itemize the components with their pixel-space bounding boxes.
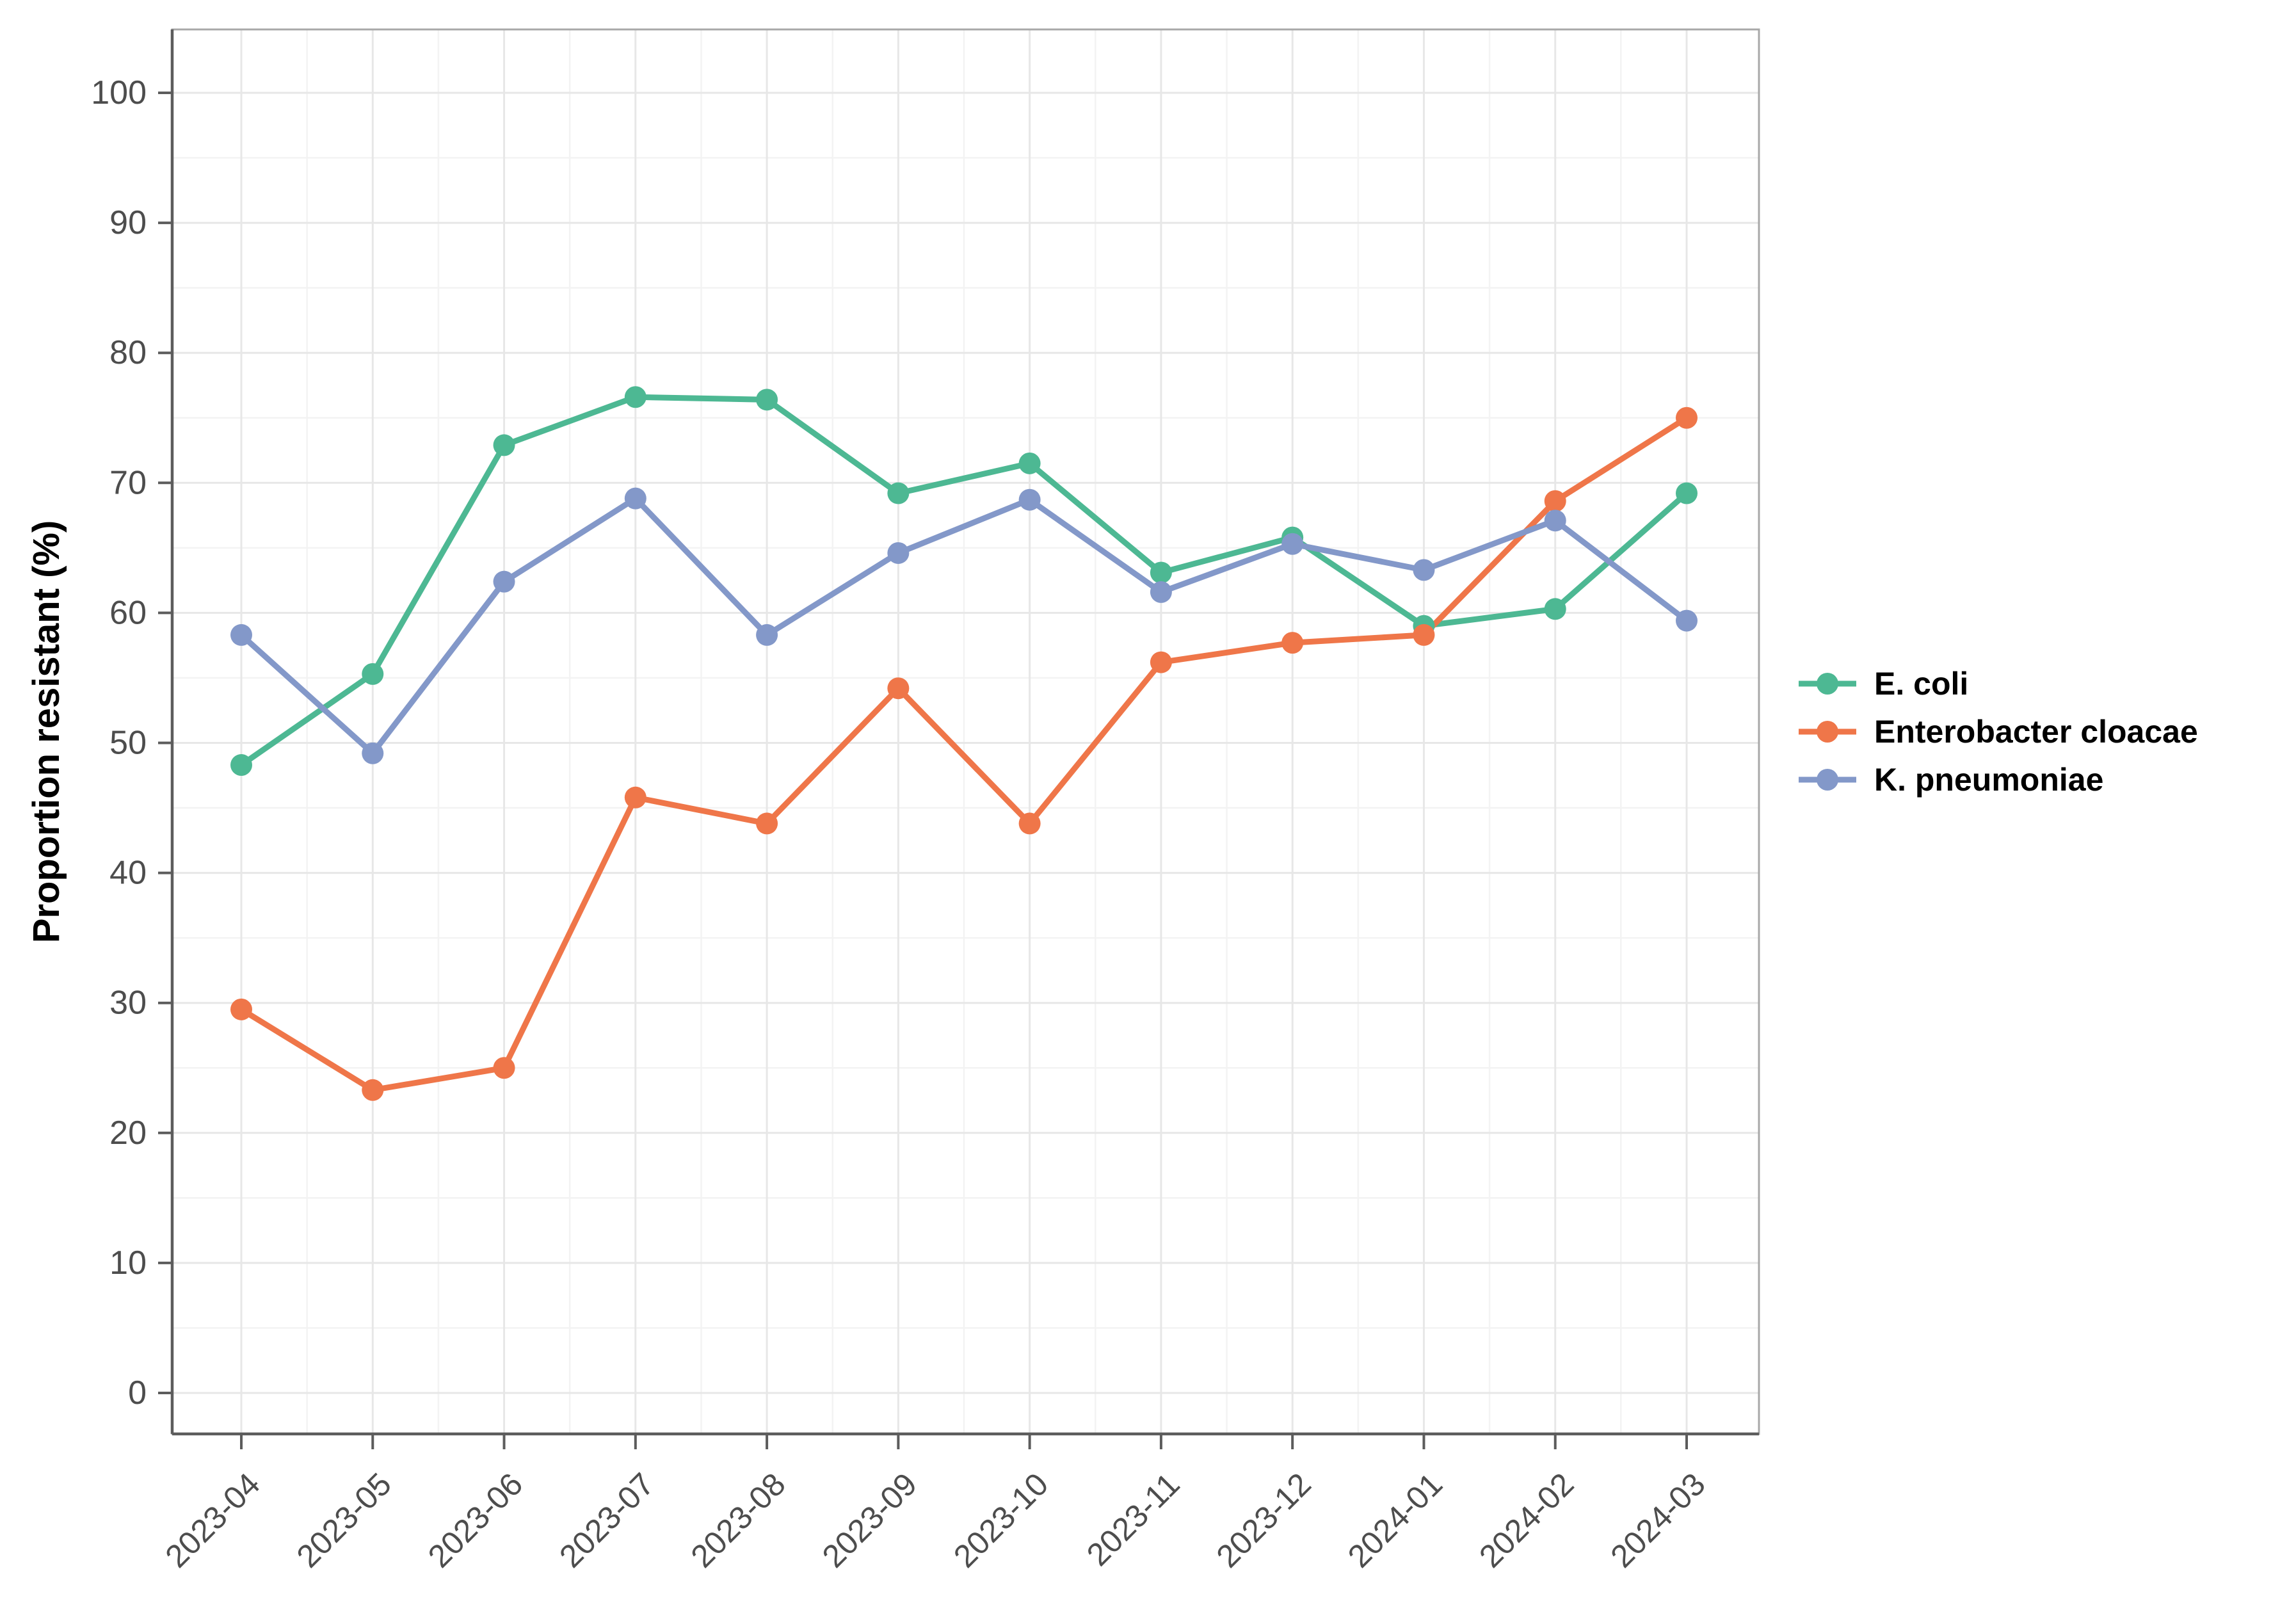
y-tick-label: 70 (109, 464, 147, 501)
data-series (230, 386, 1698, 1101)
data-point (1150, 561, 1172, 584)
y-tick-label: 50 (109, 725, 147, 762)
data-point (887, 542, 910, 564)
data-point (1544, 490, 1566, 512)
legend-entry-k-pneumoniae: K. pneumoniae (1799, 762, 2103, 798)
y-tick-label: 40 (109, 855, 147, 892)
y-tick-label: 10 (109, 1244, 147, 1282)
data-point (1413, 559, 1435, 581)
y-tick-label: 0 (128, 1374, 147, 1412)
x-tick-label: 2023-10 (947, 1466, 1055, 1574)
data-point (362, 742, 384, 764)
series-line-k-pneumoniae (238, 495, 1690, 757)
x-tick-label: 2023-11 (1080, 1466, 1187, 1573)
data-point (362, 1079, 384, 1101)
legend-point-icon (1817, 673, 1838, 695)
legend-entry-enterobacter-cloacae: Enterobacter cloacae (1799, 714, 2198, 750)
data-point (1018, 452, 1041, 474)
data-point (1018, 488, 1041, 511)
data-point (1018, 812, 1041, 835)
plot-panel (172, 29, 1759, 1434)
data-point (756, 812, 778, 835)
x-tick-label: 2023-09 (815, 1466, 924, 1574)
x-tick-label: 2023-07 (552, 1466, 661, 1574)
y-tick-label: 20 (109, 1114, 147, 1152)
data-point (1544, 510, 1566, 532)
x-tick-label: 2023-12 (1210, 1466, 1318, 1574)
y-tick-label: 30 (109, 985, 147, 1022)
series-line-e-coli (238, 394, 1690, 768)
grid-minor-lines (172, 29, 1759, 1434)
axes (158, 29, 1759, 1449)
data-point (1150, 581, 1172, 603)
series-line-enterobacter-cloacae (238, 415, 1690, 1093)
data-point (362, 663, 384, 685)
data-point (887, 482, 910, 504)
legend-entry-e-coli: E. coli (1799, 666, 1968, 702)
data-point (887, 677, 910, 700)
x-tick-label: 2023-04 (158, 1466, 266, 1574)
data-point (230, 998, 252, 1020)
data-point (1413, 624, 1435, 646)
data-point (756, 389, 778, 411)
y-tick-label: 60 (109, 594, 147, 631)
y-axis-title: Proportion resistant (%) (26, 520, 67, 944)
data-point (624, 487, 646, 510)
legend-point-icon (1817, 721, 1838, 743)
legend: E. coli Enterobacter cloacae K. pneumoni… (1799, 666, 2198, 798)
x-tick-label: 2023-06 (421, 1466, 529, 1574)
data-point (624, 786, 646, 809)
data-point (1150, 651, 1172, 673)
data-point (230, 754, 252, 776)
x-tick-label: 2024-02 (1472, 1466, 1580, 1574)
data-point (1544, 598, 1566, 620)
y-tick-label: 80 (109, 334, 147, 371)
data-point (1676, 609, 1698, 632)
x-axis-tick-labels: 2023-04 2023-05 2023-06 2023-07 2023-08 2023-… (158, 1466, 1712, 1574)
data-point (1281, 533, 1304, 555)
y-axis-tick-labels: 0 10 20 30 40 50 60 70 80 90 100 (91, 74, 147, 1412)
data-point (493, 1057, 515, 1079)
legend-point-icon (1817, 769, 1838, 791)
grid-major-lines (172, 29, 1759, 1434)
data-point (1281, 632, 1304, 654)
x-tick-label: 2023-08 (684, 1466, 792, 1574)
y-tick-label: 100 (91, 74, 147, 111)
y-tick-label: 90 (109, 204, 147, 241)
x-tick-label: 2024-01 (1341, 1466, 1449, 1574)
data-point (230, 624, 252, 646)
legend-label: E. coli (1874, 666, 1968, 702)
x-tick-label: 2024-03 (1603, 1466, 1712, 1574)
data-point (493, 570, 515, 593)
data-point (1676, 406, 1698, 429)
legend-label: Enterobacter cloacae (1874, 714, 2198, 750)
data-point (624, 386, 646, 408)
data-point (1676, 482, 1698, 504)
data-point (493, 434, 515, 456)
x-tick-label: 2023-05 (290, 1466, 398, 1574)
legend-label: K. pneumoniae (1874, 762, 2103, 798)
data-point (756, 624, 778, 646)
